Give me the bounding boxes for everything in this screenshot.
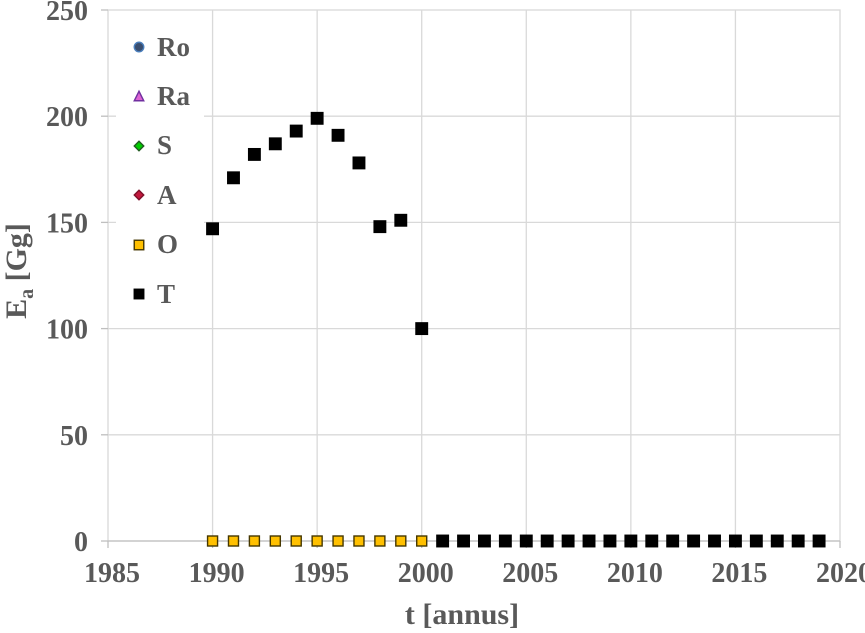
data-point-T-1990 (206, 222, 220, 236)
y-tick-label: 100 (46, 315, 88, 346)
data-point-T-2005 (519, 534, 533, 548)
data-point-T-2017 (770, 534, 784, 548)
data-point-T-1999 (394, 213, 408, 227)
x-tick-label: 1995 (293, 558, 349, 589)
data-point-O-1991 (227, 535, 240, 547)
y-tick-label: 200 (46, 102, 88, 133)
legend-item-t: T (132, 279, 175, 309)
y-tick-label: 0 (74, 527, 88, 558)
series-T (206, 111, 826, 548)
x-tick-label: 1985 (84, 558, 140, 589)
data-point-O-1993 (269, 535, 282, 547)
tick-labels: 0 50 100 150 200 250 1985 1990 1995 2000 2005 2010 2… (46, 0, 865, 589)
data-point-T-1996 (331, 128, 345, 142)
legend-label: T (157, 278, 176, 309)
data-point-T-2011 (645, 534, 659, 548)
legend-label: Ro (157, 31, 190, 62)
x-axis-title: t [annus] (404, 598, 520, 631)
ro-marker-icon (133, 41, 145, 53)
legend-label: O (157, 229, 179, 260)
data-point-T-1991 (227, 171, 240, 185)
data-point-T-1997 (352, 156, 366, 170)
ra-marker-icon (133, 90, 145, 102)
x-tick-label: 2015 (711, 558, 767, 589)
data-point-T-2002 (457, 534, 470, 548)
o-marker-icon (133, 239, 145, 251)
data-point-O-1995 (311, 535, 323, 547)
y-axis-title-unit: [Gg] (0, 223, 33, 289)
y-tick-label: 150 (46, 208, 88, 239)
data-point-T-2010 (624, 534, 638, 548)
data-point-T-1992 (247, 147, 261, 161)
data-point-O-1990 (206, 535, 219, 547)
t-marker-icon (133, 288, 145, 300)
y-tick-label: 250 (46, 0, 88, 27)
data-point-T-2003 (478, 534, 491, 548)
data-point-T-1994 (289, 124, 303, 138)
gridlines (108, 10, 840, 541)
legend-label: Ra (157, 80, 190, 111)
data-point-O-1999 (395, 535, 407, 547)
data-point-O-1998 (374, 535, 386, 547)
y-axis-title: Ea [Gg] (0, 223, 38, 319)
legend-item-o: O (132, 230, 178, 260)
data-point-T-1998 (373, 220, 387, 234)
data-point-T-2006 (540, 534, 554, 548)
data-point-T-2013 (687, 534, 701, 548)
data-point-O-2000 (416, 535, 428, 547)
axis-ticks (101, 9, 841, 548)
legend-item-ra: Ra (132, 81, 190, 111)
s-marker-icon (133, 140, 145, 152)
data-point-T-2008 (582, 534, 596, 548)
x-tick-label: 2010 (607, 558, 663, 589)
x-tick-label: 2000 (398, 558, 454, 589)
data-point-O-1992 (248, 535, 261, 547)
legend: Ro Ra S A O T (116, 26, 204, 324)
a-marker-icon (133, 189, 145, 201)
legend-label: S (157, 130, 173, 161)
data-point-T-2019 (812, 534, 826, 548)
data-point-O-1994 (290, 535, 302, 547)
data-point-T-2007 (561, 534, 575, 548)
x-tick-label: 2005 (502, 558, 558, 589)
legend-item-s: S (132, 131, 172, 161)
data-point-O-1997 (353, 535, 365, 547)
data-point-T-2015 (728, 534, 742, 548)
data-point-T-2018 (791, 534, 805, 548)
y-axis-title-symbol: E (0, 298, 33, 319)
x-tick-label: 2020 (816, 558, 865, 589)
data-point-O-1996 (332, 535, 344, 547)
data-point-T-2014 (708, 534, 721, 548)
legend-item-a: A (132, 180, 177, 210)
data-point-T-1995 (310, 111, 324, 125)
data-point-T-2004 (498, 534, 512, 548)
data-point-T-2016 (749, 534, 763, 548)
plot-border (107, 9, 841, 542)
data-point-T-2009 (603, 534, 617, 548)
data-point-T-1993 (268, 137, 282, 151)
data-point-T-2000 (415, 322, 429, 336)
data-point-T-2001 (436, 534, 450, 548)
y-tick-label: 50 (60, 421, 88, 452)
x-tick-label: 1990 (189, 558, 245, 589)
series-O (206, 535, 428, 547)
legend-item-ro: Ro (132, 32, 190, 62)
data-point-T-2012 (666, 534, 680, 548)
y-axis-title-subscript: a (16, 288, 38, 299)
legend-label: A (157, 179, 177, 210)
